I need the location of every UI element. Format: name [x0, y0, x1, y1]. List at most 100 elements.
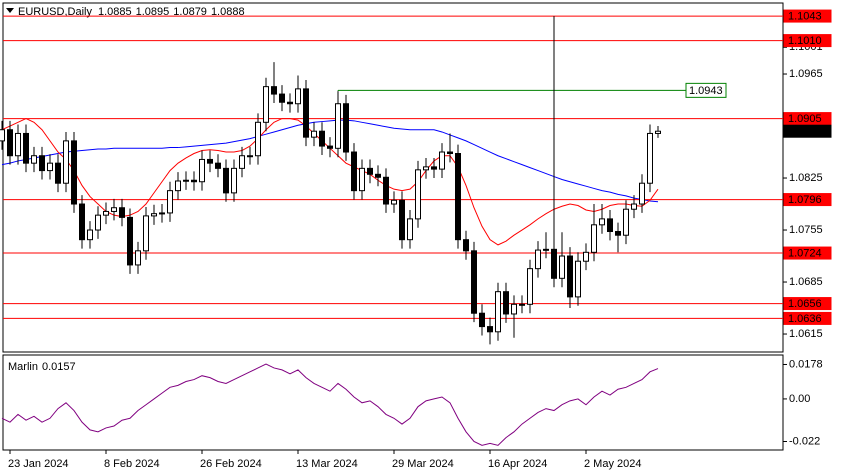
level-label-box — [783, 193, 832, 207]
candle-body — [543, 248, 549, 251]
candle-body — [135, 250, 141, 266]
candle-body — [159, 212, 165, 215]
header-close: 1.0888 — [211, 6, 245, 18]
indicator-line — [1, 363, 659, 446]
level-label-box — [783, 34, 832, 48]
header-open: 1.0885 — [98, 6, 132, 18]
candle-body — [167, 190, 173, 214]
candle-body — [439, 151, 445, 170]
candle-body — [279, 93, 285, 103]
candle-body — [63, 140, 69, 184]
candle-body — [71, 140, 77, 205]
chart-header: EURUSD,Daily 1.0885 1.0895 1.0879 1.0888 — [18, 6, 245, 18]
candle-body — [631, 203, 637, 210]
collapse-icon — [6, 8, 14, 13]
level-label: 1.0636 — [788, 313, 822, 325]
candle-body — [471, 250, 477, 314]
candle-body — [127, 216, 133, 266]
candle-body — [119, 207, 125, 218]
level-label-box — [783, 297, 832, 311]
header-low: 1.0879 — [173, 6, 207, 18]
candle-body — [47, 162, 53, 172]
current-price-label: 1.0888 — [788, 126, 822, 138]
candle-body — [463, 239, 469, 252]
symbol: EURUSD,Daily — [18, 6, 92, 18]
x-tick-label: 13 Mar 2024 — [296, 458, 358, 470]
y-tick-label: 1.0965 — [789, 68, 823, 80]
candle-body — [207, 158, 213, 164]
level-label-box — [783, 246, 832, 260]
candle-body — [303, 88, 309, 138]
level-label: 1.0724 — [788, 247, 822, 259]
moving-average-line — [1, 119, 659, 203]
candle-body — [423, 166, 429, 171]
y-tick-label: 0.0178 — [789, 358, 823, 370]
candle-body — [15, 132, 21, 157]
candle-body — [55, 162, 61, 184]
level-label: 1.1010 — [788, 35, 822, 47]
candle-body — [567, 255, 573, 298]
candle-body — [591, 224, 597, 253]
candle-body — [599, 218, 605, 226]
candle-body — [479, 312, 485, 328]
candle-body — [327, 145, 333, 149]
header-high: 1.0895 — [136, 6, 170, 18]
x-tick-label: 29 Mar 2024 — [392, 458, 454, 470]
candle-body — [247, 155, 253, 158]
candle-body — [391, 199, 397, 205]
candle-body — [623, 208, 629, 236]
candle-body — [655, 130, 661, 134]
level-label: 1.0796 — [788, 194, 822, 206]
candle-body — [495, 291, 501, 333]
candle-body — [223, 167, 229, 194]
indicator-header: Marlin 0.0157 — [8, 361, 76, 373]
indicator-plot-frame — [2, 354, 784, 451]
candle-body — [615, 231, 621, 236]
y-tick-label: -0.022 — [789, 435, 820, 447]
y-tick-label: 1.0825 — [789, 172, 823, 184]
candle-body — [87, 229, 93, 241]
candle-body — [431, 166, 437, 170]
candle-body — [647, 132, 653, 184]
candle-body — [239, 155, 245, 169]
candle-body — [367, 167, 373, 175]
candle-body — [415, 169, 421, 220]
candle-body — [503, 291, 509, 315]
level-label-box — [783, 112, 832, 126]
candle-body — [191, 179, 197, 183]
candle-body — [447, 151, 453, 155]
candle-body — [263, 86, 269, 123]
candle-body — [151, 213, 157, 217]
candle-body — [271, 86, 277, 95]
candle-body — [39, 155, 45, 172]
candle-body — [335, 103, 341, 149]
candle-body — [319, 130, 325, 147]
candle-body — [575, 260, 581, 298]
candle-body — [143, 215, 149, 252]
level-label: 1.1043 — [788, 10, 822, 22]
candle-body — [0, 129, 5, 142]
target-label: 1.0943 — [689, 85, 723, 97]
candle-body — [511, 303, 517, 315]
y-tick-label: 1.0755 — [789, 224, 823, 236]
candle-body — [527, 268, 533, 305]
candle-body — [183, 179, 189, 182]
candle-body — [399, 199, 405, 241]
current-price-label-box — [783, 124, 832, 138]
x-tick-label: 2 May 2024 — [584, 458, 641, 470]
candle-body — [111, 207, 117, 212]
main-plot-frame — [2, 2, 784, 353]
candle-body — [383, 176, 389, 205]
x-tick-label: 23 Jan 2024 — [8, 458, 69, 470]
candle-body — [199, 158, 205, 183]
indicator-value: 0.0157 — [42, 361, 76, 373]
candle-body — [175, 180, 181, 192]
indicator-name: Marlin — [8, 361, 38, 373]
candle-body — [343, 103, 349, 153]
x-tick-label: 8 Feb 2024 — [104, 458, 160, 470]
target-label-box — [685, 82, 727, 98]
candle-body — [231, 167, 237, 194]
candle-body — [23, 132, 29, 164]
